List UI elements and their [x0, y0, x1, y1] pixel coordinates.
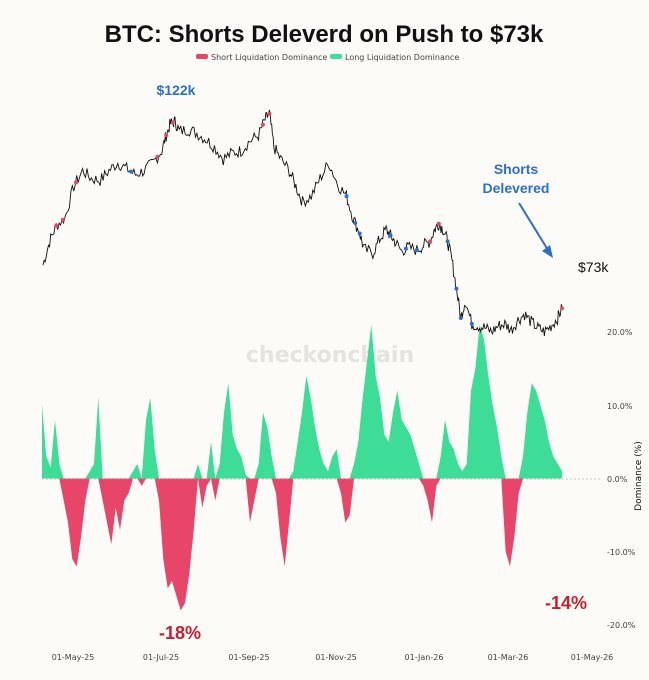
annotation-73k: $73k [578, 259, 609, 275]
liquidation-dot [388, 233, 393, 238]
long-dominance-area [42, 324, 562, 479]
legend-label-long: Long Liquidation Dominance [345, 53, 459, 62]
liquidation-dot [155, 154, 160, 159]
chart-title: BTC: Shorts Deleverd on Push to $73k [105, 21, 544, 48]
x-tick-jul25: 01-Jul-25 [143, 653, 179, 662]
dominance-area [42, 324, 562, 611]
liquidation-dot [357, 231, 362, 236]
liquidation-dot [560, 306, 564, 311]
price-series [42, 109, 564, 336]
x-tick-may26: 01-May-26 [571, 653, 614, 662]
annotation-minus14: -14% [545, 593, 587, 613]
liquidation-dot [353, 221, 358, 225]
liquidation-dot [436, 221, 441, 226]
liquidation-dot [164, 133, 169, 138]
annotation-arrow-head [542, 245, 553, 258]
annotation-122k: $122k [157, 82, 196, 98]
annotation-shorts: Shorts [494, 161, 539, 177]
liquidation-dot [129, 169, 133, 174]
liquidation-dot [428, 239, 433, 244]
liquidation-dot [74, 180, 78, 185]
x-tick-sep25: 01-Sep-25 [228, 653, 269, 662]
annotation-minus18: -18% [159, 623, 201, 643]
x-tick-nov25: 01-Nov-25 [315, 653, 357, 662]
liquidation-dot [403, 246, 408, 251]
price-line [42, 109, 563, 336]
short-dominance-area [42, 478, 562, 611]
liquidation-dot [445, 239, 450, 244]
liquidation-dot [267, 111, 272, 116]
legend-label-short: Short Liquidation Dominance [211, 53, 327, 62]
liquidation-dot [260, 122, 265, 127]
liquidation-dot [54, 223, 59, 228]
watermark: checkonchain [246, 343, 414, 368]
annotation-delevered: Delevered [483, 180, 550, 196]
legend: Short Liquidation Dominance Long Liquida… [196, 53, 459, 62]
y2-axis-label: Dominance (%) [634, 441, 644, 511]
x-tick-may25: 01-May-25 [52, 653, 95, 662]
liquidation-dot [170, 120, 175, 125]
y2-tick-0: 0.0% [607, 475, 628, 484]
legend-swatch-short [196, 54, 208, 59]
y2-axis: 20.0% 10.0% 0.0% -10.0% -20.0% [607, 328, 636, 630]
liquidation-dot [454, 286, 459, 291]
liquidation-dot [344, 194, 349, 199]
y2-tick-minus10: -10.0% [607, 548, 636, 557]
liquidation-dot [60, 217, 65, 222]
y2-tick-20: 20.0% [607, 328, 633, 337]
x-tick-mar26: 01-Mar-26 [488, 653, 529, 662]
liquidation-dot [458, 316, 463, 320]
x-axis: 01-May-25 01-Jul-25 01-Sep-25 01-Nov-25 … [52, 653, 614, 662]
y2-tick-minus20: -20.0% [607, 621, 636, 630]
y2-tick-10: 10.0% [607, 402, 633, 411]
liquidation-dot [469, 321, 474, 326]
legend-swatch-long [330, 54, 342, 59]
x-tick-jan26: 01-Jan-26 [405, 653, 444, 662]
annotation-arrow-line [518, 202, 549, 251]
liquidation-dot [414, 248, 419, 252]
